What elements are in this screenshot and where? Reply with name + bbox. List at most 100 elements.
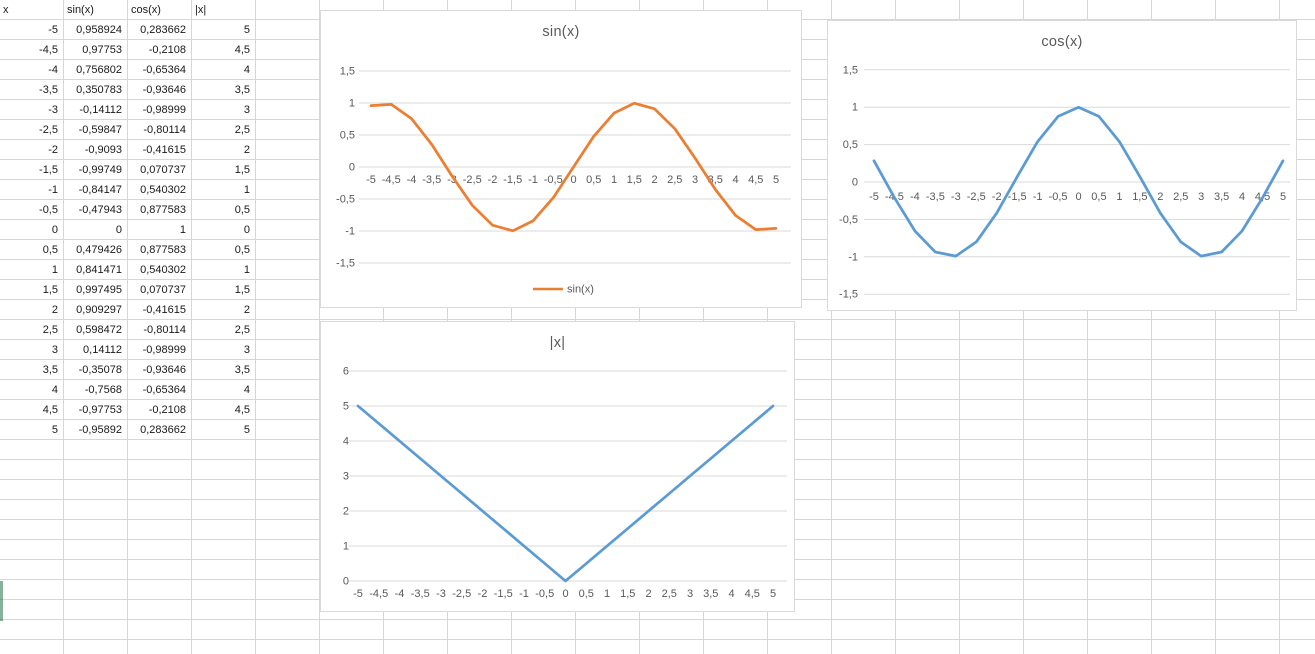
table-cell[interactable]: 4,5 bbox=[42, 404, 58, 416]
table-cell[interactable]: 0,540302 bbox=[140, 184, 186, 196]
table-cell[interactable]: 1 bbox=[179, 224, 186, 236]
table-cell[interactable]: 0,841471 bbox=[76, 264, 122, 276]
table-cell[interactable]: 3 bbox=[243, 104, 250, 116]
table-cell[interactable]: 0,5 bbox=[42, 244, 58, 256]
table-cell[interactable]: 2 bbox=[51, 304, 58, 316]
table-cell[interactable]: 0,350783 bbox=[76, 84, 122, 96]
table-cell[interactable]: 3,5 bbox=[42, 364, 58, 376]
table-cell[interactable]: 0,877583 bbox=[140, 244, 186, 256]
table-cell[interactable]: -0,41615 bbox=[142, 144, 186, 156]
table-cell[interactable]: 0,283662 bbox=[140, 24, 186, 36]
table-cell[interactable]: -0,97753 bbox=[78, 404, 122, 416]
table-cell[interactable]: 0,5 bbox=[234, 244, 250, 256]
table-cell[interactable]: 5 bbox=[51, 424, 58, 436]
table-cell[interactable]: -0,99749 bbox=[78, 164, 122, 176]
table-cell[interactable]: -2 bbox=[48, 144, 58, 156]
chart-sin[interactable]: sin(x) 1,5 1 0,5 0 -0,5 -1 -1,5 -5 -4,5 -4 -3,5 -3-… bbox=[320, 10, 802, 308]
svg-text:-5: -5 bbox=[366, 174, 376, 186]
table-cell[interactable]: -0,98999 bbox=[142, 104, 186, 116]
table-cell[interactable]: -0,9093 bbox=[84, 144, 122, 156]
table-cell[interactable]: 3 bbox=[51, 344, 58, 356]
table-cell[interactable]: 2 bbox=[243, 304, 250, 316]
chart-abs[interactable]: |x| 6 5 4 3 2 1 0 -5 -4,5 -4 -3,5 -3 -2,5 -2 -1,5 -1 -0,… bbox=[320, 321, 795, 612]
svg-text:-5: -5 bbox=[869, 191, 879, 203]
table-cell[interactable]: 4 bbox=[243, 64, 250, 76]
table-cell[interactable]: 0,283662 bbox=[140, 424, 186, 436]
table-cell[interactable]: -0,65364 bbox=[142, 384, 186, 396]
table-cell[interactable]: 0,5 bbox=[234, 204, 250, 216]
table-cell[interactable]: -0,59847 bbox=[78, 124, 122, 136]
table-cell[interactable]: -4 bbox=[48, 64, 58, 76]
table-cell[interactable]: 0,14112 bbox=[83, 344, 122, 356]
table-cell[interactable]: 0,598472 bbox=[76, 324, 122, 336]
svg-text:-1: -1 bbox=[1033, 191, 1043, 203]
table-cell[interactable]: 0 bbox=[243, 224, 250, 236]
table-cell[interactable]: 0 bbox=[51, 224, 58, 236]
table-cell[interactable]: 5 bbox=[243, 424, 250, 436]
table-cell[interactable]: -3,5 bbox=[39, 84, 58, 96]
table-cell[interactable]: 4,5 bbox=[234, 404, 250, 416]
table-cell[interactable]: 1 bbox=[51, 264, 58, 276]
table-cell[interactable]: 1,5 bbox=[42, 284, 58, 296]
table-cell[interactable]: 0 bbox=[115, 224, 122, 236]
table-cell[interactable]: 1 bbox=[243, 264, 250, 276]
table-row: 4,5 -0,97753 -0,2108 4,5 bbox=[0, 400, 256, 420]
table-cell[interactable]: -0,41615 bbox=[142, 304, 186, 316]
table-cell[interactable]: 2,5 bbox=[234, 124, 250, 136]
table-cell[interactable]: 5 bbox=[243, 24, 250, 36]
table-cell[interactable]: -1 bbox=[48, 184, 58, 196]
table-cell[interactable]: 3,5 bbox=[234, 84, 250, 96]
table-cell[interactable]: 4 bbox=[51, 384, 58, 396]
column-header[interactable]: |x| bbox=[195, 4, 207, 16]
table-cell[interactable]: 1,5 bbox=[234, 164, 250, 176]
table-cell[interactable]: 2 bbox=[243, 144, 250, 156]
svg-text:-2: -2 bbox=[488, 174, 498, 186]
svg-text:2: 2 bbox=[651, 174, 657, 186]
table-cell[interactable]: 0,877583 bbox=[140, 204, 186, 216]
table-cell[interactable]: 4,5 bbox=[234, 44, 250, 56]
table-cell[interactable]: 3,5 bbox=[234, 364, 250, 376]
table-cell[interactable]: -0,80114 bbox=[143, 124, 186, 136]
table-cell[interactable]: -0,5 bbox=[39, 204, 58, 216]
table-cell[interactable]: -3 bbox=[48, 104, 58, 116]
table-cell[interactable]: -0,95892 bbox=[78, 424, 122, 436]
table-cell[interactable]: -4,5 bbox=[39, 44, 58, 56]
svg-text:-3,5: -3,5 bbox=[926, 191, 945, 203]
table-cell[interactable]: -0,14112 bbox=[79, 104, 122, 116]
column-header[interactable]: cos(x) bbox=[131, 4, 161, 16]
table-cell[interactable]: -0,47943 bbox=[78, 204, 122, 216]
table-cell[interactable]: -0,93646 bbox=[142, 364, 186, 376]
column-header[interactable]: x bbox=[3, 4, 9, 16]
table-cell[interactable]: -0,65364 bbox=[142, 64, 186, 76]
table-cell[interactable]: 0,540302 bbox=[140, 264, 186, 276]
table-cell[interactable]: -0,2108 bbox=[148, 44, 186, 56]
svg-text:2,5: 2,5 bbox=[1173, 191, 1188, 203]
table-cell[interactable]: 0,756802 bbox=[76, 64, 122, 76]
table-cell[interactable]: -5 bbox=[48, 24, 58, 36]
table-cell[interactable]: 2,5 bbox=[234, 324, 250, 336]
table-cell[interactable]: 0,909297 bbox=[76, 304, 122, 316]
table-cell[interactable]: -1,5 bbox=[39, 164, 58, 176]
column-header[interactable]: sin(x) bbox=[67, 4, 94, 16]
table-cell[interactable]: 1 bbox=[243, 184, 250, 196]
table-cell[interactable]: 0,958924 bbox=[76, 24, 122, 36]
table-cell[interactable]: -0,7568 bbox=[84, 384, 122, 396]
table-cell[interactable]: 3 bbox=[243, 344, 250, 356]
table-cell[interactable]: -0,84147 bbox=[78, 184, 122, 196]
table-cell[interactable]: 0,070737 bbox=[140, 284, 186, 296]
table-cell[interactable]: -0,93646 bbox=[142, 84, 186, 96]
table-cell[interactable]: -0,35078 bbox=[78, 364, 122, 376]
chart-cos[interactable]: cos(x) 1,5 1 0,5 0 -0,5 -1 -1,5 -5 -4,5 -4 -3,5 -3-… bbox=[827, 20, 1297, 311]
table-cell[interactable]: 1,5 bbox=[234, 284, 250, 296]
table-cell[interactable]: -0,98999 bbox=[142, 344, 186, 356]
table-cell[interactable]: 2,5 bbox=[42, 324, 58, 336]
table-cell[interactable]: 0,070737 bbox=[140, 164, 186, 176]
table-cell[interactable]: 0,479426 bbox=[76, 244, 122, 256]
table-cell[interactable]: -0,2108 bbox=[148, 404, 186, 416]
table-cell[interactable]: -0,80114 bbox=[143, 324, 186, 336]
table-cell[interactable]: 0,97753 bbox=[82, 44, 122, 56]
table-cell[interactable]: 0,997495 bbox=[76, 284, 122, 296]
table-cell[interactable]: -2,5 bbox=[39, 124, 58, 136]
table-cell[interactable]: 4 bbox=[243, 384, 250, 396]
